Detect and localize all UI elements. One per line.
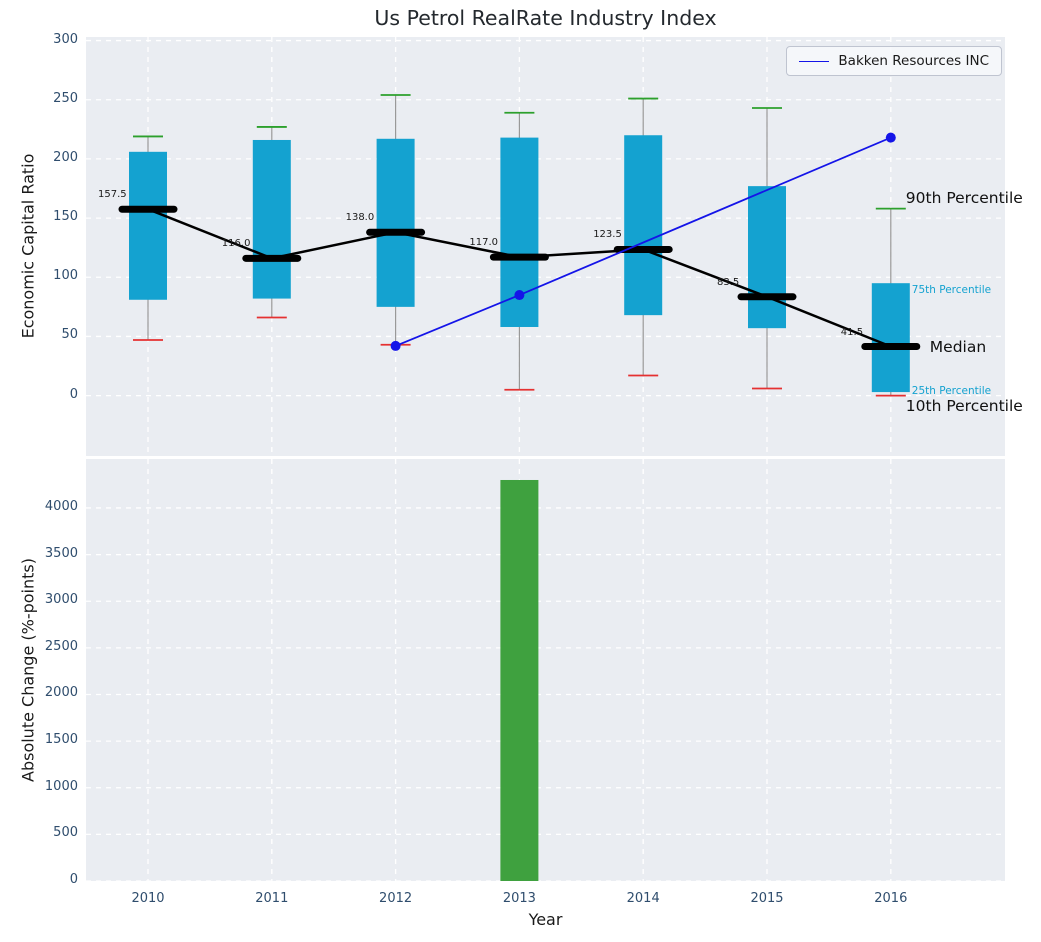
x-tick-label: 2011	[255, 891, 289, 906]
iqr-box-2012	[376, 138, 415, 307]
median-value-label: 116.0	[221, 238, 251, 250]
iqr-box-2016	[871, 283, 910, 393]
top-y-axis-label: Economic Capital Ratio	[18, 153, 38, 339]
annotation-median: Median	[929, 338, 987, 357]
top-y-tick-label: 0	[69, 386, 78, 402]
iqr-box-2010	[129, 151, 167, 300]
top-y-tick-label: 50	[61, 327, 78, 343]
median-value-label: 123.5	[593, 229, 622, 241]
annotation-10th-percentile: 10th Percentile	[905, 397, 1023, 416]
top-y-tick-label: 250	[53, 90, 78, 106]
bottom-y-tick-label: 0	[69, 872, 78, 887]
x-tick-label: 2015	[750, 891, 784, 906]
annotation-75th-percentile: 75th Percentile	[911, 284, 992, 297]
chart-title: Us Petrol RealRate Industry Index	[374, 6, 717, 30]
iqr-box-2014	[624, 135, 663, 316]
company-point	[390, 340, 401, 351]
x-axis-label: Year	[528, 910, 563, 929]
x-tick-label: 2014	[626, 891, 660, 906]
legend-line-swatch	[799, 60, 830, 62]
bottom-y-tick-label: 1000	[44, 778, 78, 794]
median-value-label: 117.0	[469, 237, 499, 249]
top-y-tick-label: 150	[53, 209, 78, 225]
legend-label: Bakken Resources INC	[838, 53, 989, 69]
bottom-y-tick-label: 1500	[44, 732, 78, 748]
top-y-tick-label: 200	[53, 149, 78, 165]
company-point	[885, 132, 896, 143]
bottom-plot-background	[86, 459, 1005, 881]
bottom-y-tick-label: 2000	[44, 685, 78, 701]
bottom-y-tick-label: 3500	[44, 545, 78, 561]
legend: Bakken Resources INC	[786, 46, 1002, 76]
top-y-tick-label: 300	[53, 31, 78, 47]
x-tick-label: 2012	[379, 891, 413, 906]
bottom-y-tick-label: 2500	[44, 638, 78, 654]
company-point	[514, 290, 525, 301]
x-tick-label: 2016	[874, 891, 908, 906]
change-bar-2013	[500, 479, 539, 881]
median-value-label: 138.0	[345, 212, 375, 224]
median-value-label: 41.5	[840, 326, 864, 338]
x-tick-label: 2010	[131, 891, 165, 906]
bottom-y-tick-label: 500	[53, 825, 78, 841]
bottom-y-tick-label: 4000	[44, 498, 78, 514]
iqr-box-2015	[748, 186, 786, 329]
annotation-90th-percentile: 90th Percentile	[905, 189, 1023, 208]
iqr-box-2011	[252, 139, 291, 299]
annotation-25th-percentile: 25th Percentile	[911, 385, 992, 398]
median-value-label: 83.5	[717, 276, 740, 288]
bottom-y-tick-label: 3000	[44, 592, 78, 608]
x-tick-label: 2013	[502, 891, 536, 906]
top-y-tick-label: 100	[53, 268, 78, 284]
median-value-label: 157.5	[98, 189, 127, 201]
